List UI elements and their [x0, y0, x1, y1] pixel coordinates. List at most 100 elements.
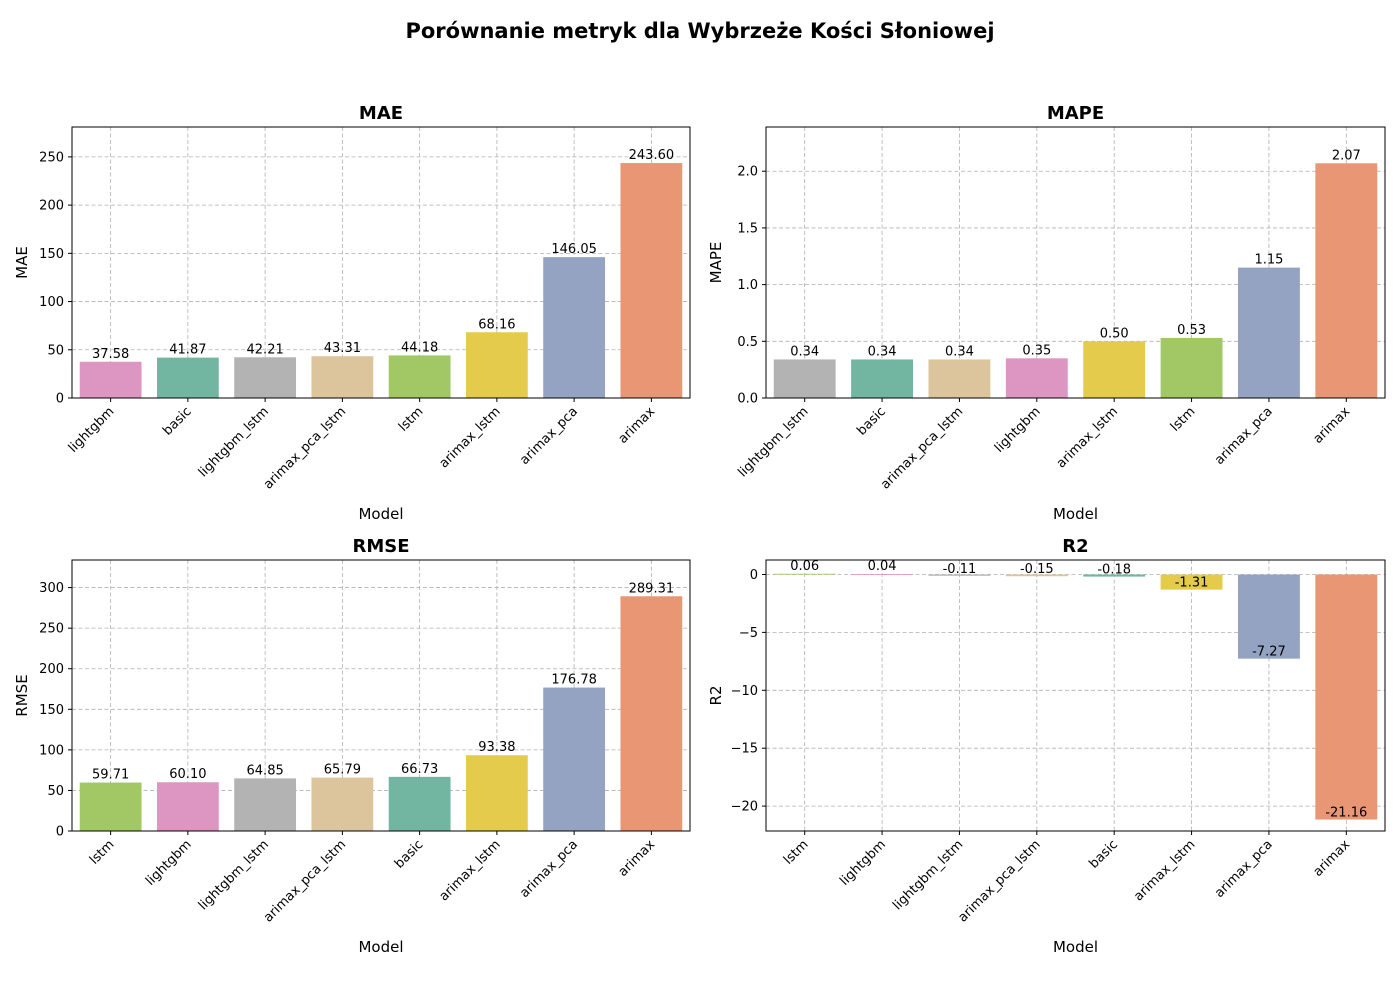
value-label-lightgbm-lstm: 42.21 [247, 342, 284, 357]
x-tick-label-basic: basic [1087, 837, 1121, 871]
value-label-arimax-pca-lstm: 0.34 [945, 344, 974, 359]
x-ticks: lstm lightgbm lightgbm_lstmarimax_pca_lstm… [781, 831, 1353, 925]
y-tick-label: 200 [39, 199, 64, 214]
value-label-arimax-pca-lstm: 65.79 [324, 763, 361, 778]
value-label-arimax-pca-lstm: -0.15 [1020, 562, 1054, 577]
x-tick-label-arimax-lstm: arimax_lstm [1054, 404, 1121, 471]
x-axis-label: Model [1053, 938, 1098, 956]
y-tick-label: 0.5 [737, 335, 758, 350]
x-tick-label-lightgbm: lightgbm [837, 837, 889, 889]
bar-lstm [388, 355, 451, 398]
x-tick-label-basic: basic [160, 404, 194, 438]
plot-frame [71, 559, 691, 832]
x-tick-label-arimax: arimax [1311, 837, 1354, 880]
y-tick-label: 250 [39, 150, 64, 165]
x-tick-label-arimax-lstm: arimax_lstm [437, 837, 504, 904]
value-label-arimax-lstm: 93.38 [478, 740, 515, 755]
value-label-lightgbm-lstm: 0.34 [790, 344, 819, 359]
x-ticks: lstm lightgbm lightgbm_lstmarimax_pca_lstm… [87, 831, 658, 925]
bar-lstm [773, 573, 836, 575]
value-label-basic: -0.18 [1097, 563, 1131, 578]
bars: 37.58 41.87 42.21 43.31 44.18 68.16 146.05 243.… [79, 148, 683, 398]
bar-arimax-pca [1237, 574, 1300, 659]
value-label-lstm: 59.71 [92, 768, 129, 783]
x-tick-label-lightgbm: lightgbm [992, 404, 1044, 456]
value-label-arimax-pca: 176.78 [551, 673, 597, 688]
value-label-lightgbm-lstm: 64.85 [247, 763, 284, 778]
y-tick-label: 1.5 [737, 221, 758, 236]
bar-lightgbm-lstm [928, 574, 991, 576]
x-tick-label-basic: basic [854, 404, 888, 438]
bar-arimax-pca [543, 687, 606, 831]
bar-basic [156, 357, 219, 398]
y-tick-label: 0 [56, 392, 64, 407]
x-tick-label-lstm: lstm [781, 837, 812, 868]
bar-arimax-pca-lstm [1005, 574, 1068, 577]
x-tick-label-arimax-lstm: arimax_lstm [1131, 837, 1198, 904]
figure-title: Porównanie metryk dla Wybrzeże Kości Sło… [405, 19, 994, 43]
y-tick-label: 200 [39, 662, 64, 677]
value-label-arimax-pca-lstm: 43.31 [324, 341, 361, 356]
value-label-arimax-pca: 146.05 [551, 242, 597, 257]
x-tick-label-lightgbm-lstm: lightgbm_lstm [890, 837, 966, 913]
x-axis-label: Model [1053, 505, 1098, 523]
value-label-lightgbm: 37.58 [92, 347, 129, 362]
value-label-lightgbm-lstm: -0.11 [943, 562, 977, 577]
bar-lightgbm [1005, 358, 1068, 398]
value-label-arimax: 289.31 [629, 581, 675, 596]
y-ticks: 0.0 0.5 1.0 1.5 2.0 [737, 165, 766, 407]
bar-basic [851, 359, 914, 398]
x-tick-label-arimax-pca: arimax_pca [1212, 404, 1276, 468]
x-tick-label-arimax: arimax [616, 404, 659, 447]
bar-lightgbm-lstm [234, 357, 297, 398]
x-tick-label-lightgbm-lstm: lightgbm_lstm [735, 404, 811, 480]
plot-frame [71, 126, 691, 399]
panel-title: RMSE [352, 536, 409, 557]
bar-lstm [79, 782, 142, 831]
x-tick-label-arimax: arimax [1311, 404, 1354, 447]
x-tick-label-lstm: lstm [1168, 404, 1199, 435]
bar-arimax-pca-lstm [311, 777, 374, 831]
value-label-arimax: -21.16 [1325, 806, 1367, 821]
value-label-lightgbm: 0.35 [1022, 343, 1051, 358]
y-tick-label: −15 [731, 742, 758, 757]
x-tick-label-lightgbm: lightgbm [143, 837, 195, 889]
y-tick-label: 50 [47, 784, 64, 799]
bar-basic [388, 776, 451, 831]
bar-lstm [1160, 337, 1223, 398]
x-tick-label-lstm: lstm [87, 837, 118, 868]
value-label-arimax-pca: 1.15 [1254, 253, 1283, 268]
x-ticks: lightgbm basic lightgbm_lstmarimax_pca_lst… [66, 398, 659, 492]
x-tick-label-arimax-pca-lstm: arimax_pca_lstm [878, 404, 966, 492]
value-label-arimax-lstm: -1.31 [1175, 576, 1209, 591]
panel-rmse: RMSE Model RMSE 59.71 60.10 64.85 65.79 66.7… [13, 536, 691, 956]
y-axis-label: MAPE [707, 242, 725, 284]
bar-lightgbm-lstm [773, 359, 836, 398]
x-tick-label-lightgbm-lstm: lightgbm_lstm [196, 837, 272, 913]
bar-lightgbm-lstm [234, 778, 297, 831]
bar-arimax-lstm [1083, 341, 1146, 398]
bar-lightgbm [156, 782, 219, 831]
bar-basic [1083, 574, 1146, 577]
y-tick-label: 0 [56, 825, 64, 840]
y-tick-label: 100 [39, 743, 64, 758]
y-axis-label: MAE [13, 246, 31, 279]
value-label-arimax: 243.60 [629, 148, 675, 163]
y-ticks: 0 50 100 150 200 250 300 [39, 581, 72, 840]
y-tick-label: 250 [39, 622, 64, 637]
bar-arimax [1315, 163, 1378, 398]
value-label-basic: 66.73 [401, 762, 438, 777]
value-label-lightgbm: 0.04 [868, 559, 897, 574]
bar-arimax [620, 163, 683, 398]
value-label-lightgbm: 60.10 [169, 767, 206, 782]
y-tick-label: 100 [39, 295, 64, 310]
y-tick-label: 150 [39, 703, 64, 718]
x-tick-label-basic: basic [392, 837, 426, 871]
bars: 0.06 0.04 -0.11 -0.15 -0.18 -1.31 -7.27 -21.16 [773, 559, 1378, 821]
x-tick-label-arimax-lstm: arimax_lstm [437, 404, 504, 471]
x-tick-label-arimax-pca: arimax_pca [517, 404, 581, 468]
plot-frame [765, 126, 1386, 399]
x-axis-label: Model [358, 505, 403, 523]
panel-title: MAE [359, 103, 403, 124]
